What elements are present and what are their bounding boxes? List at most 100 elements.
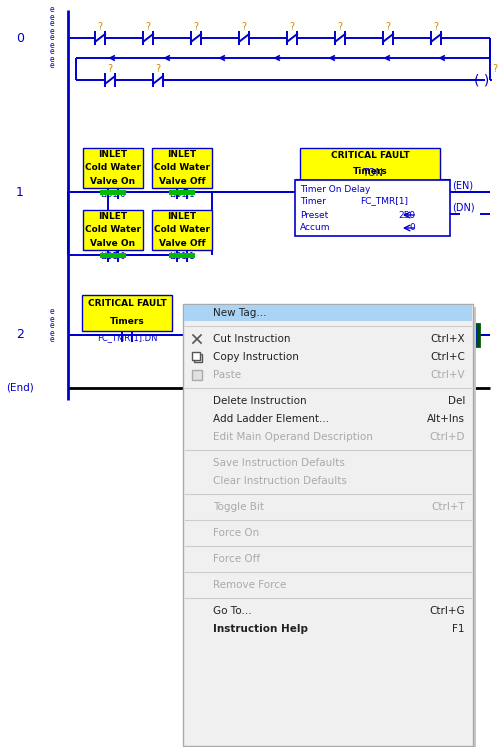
Text: 250: 250	[398, 211, 415, 220]
Text: Ctrl+G: Ctrl+G	[429, 606, 465, 616]
Text: F1: F1	[452, 624, 465, 634]
Text: INLET: INLET	[98, 212, 128, 221]
Text: e: e	[50, 55, 54, 63]
Text: ?: ?	[145, 22, 151, 32]
Text: Ctrl+V: Ctrl+V	[430, 370, 465, 380]
Bar	[183, 304, 473, 746]
Bar	[453, 324, 479, 346]
Bar	[83, 210, 143, 250]
Text: Toggle Bit: Toggle Bit	[213, 502, 264, 512]
Text: Force Off: Force Off	[213, 554, 260, 564]
Text: LI01.0: LI01.0	[100, 252, 126, 261]
Bar	[100, 252, 126, 258]
Text: Cut Instruction: Cut Instruction	[213, 334, 291, 344]
Text: e: e	[50, 314, 54, 323]
Text: Timers: Timers	[353, 167, 387, 176]
Text: Del: Del	[447, 396, 465, 406]
Text: e: e	[50, 34, 54, 43]
Text: Force On: Force On	[213, 528, 259, 538]
Text: ?: ?	[463, 330, 469, 340]
Text: e: e	[50, 308, 54, 317]
Text: e: e	[50, 321, 54, 330]
Bar	[152, 148, 212, 188]
Text: e: e	[50, 40, 54, 49]
Text: Valve Off: Valve Off	[159, 239, 205, 248]
Text: Ctrl+D: Ctrl+D	[429, 432, 465, 442]
Text: Cold Water: Cold Water	[85, 164, 141, 173]
Bar	[83, 148, 143, 188]
Text: INLET: INLET	[167, 150, 196, 159]
Text: Cold Water: Cold Water	[154, 164, 210, 173]
Text: Paste: Paste	[213, 370, 241, 380]
Text: Timer: Timer	[300, 196, 326, 205]
Text: Valve On: Valve On	[91, 177, 136, 186]
Text: e: e	[50, 61, 54, 70]
Text: (DN): (DN)	[452, 203, 474, 213]
Text: ?: ?	[241, 22, 246, 32]
Text: 1: 1	[16, 185, 24, 199]
Text: e: e	[50, 26, 54, 36]
Text: Clear Instruction Defaults: Clear Instruction Defaults	[213, 476, 347, 486]
Bar	[169, 252, 195, 258]
Text: Go To...: Go To...	[213, 606, 252, 616]
Text: Timers: Timers	[110, 317, 144, 326]
Text: ?: ?	[155, 64, 160, 74]
Text: Timer On Delay: Timer On Delay	[300, 185, 370, 193]
Bar	[194, 354, 202, 362]
Text: Copy Instruction: Copy Instruction	[213, 352, 299, 362]
Text: e: e	[50, 48, 54, 57]
Text: Alt+Ins: Alt+Ins	[427, 414, 465, 424]
Bar	[184, 305, 472, 321]
Text: Edit Main Operand Description: Edit Main Operand Description	[213, 432, 373, 442]
Text: LI01.0: LI01.0	[100, 190, 126, 199]
Bar	[100, 190, 126, 194]
Text: 2: 2	[16, 329, 24, 341]
Text: CRITICAL FAULT: CRITICAL FAULT	[331, 152, 409, 161]
Text: CRITICAL FAULT: CRITICAL FAULT	[88, 300, 166, 309]
Text: Ctrl+C: Ctrl+C	[430, 352, 465, 362]
Text: Ctrl+T: Ctrl+T	[431, 502, 465, 512]
Text: e: e	[50, 19, 54, 28]
Text: ?: ?	[107, 64, 113, 74]
Text: ?: ?	[290, 22, 295, 32]
Text: LI01.1: LI01.1	[169, 190, 195, 199]
Text: e: e	[50, 5, 54, 14]
Text: FC_TMR[1]: FC_TMR[1]	[360, 196, 408, 205]
Text: INLET: INLET	[98, 150, 128, 159]
Text: ?: ?	[492, 64, 497, 74]
Text: 0: 0	[409, 223, 415, 232]
Text: Cold Water: Cold Water	[154, 226, 210, 235]
Text: Remove Force: Remove Force	[213, 580, 287, 590]
Bar	[82, 295, 172, 331]
Text: ?: ?	[433, 22, 438, 32]
Text: Accum: Accum	[300, 223, 331, 232]
Text: Preset: Preset	[300, 211, 328, 220]
Text: (End): (End)	[6, 383, 34, 393]
Bar	[192, 352, 200, 360]
Text: Valve Off: Valve Off	[159, 177, 205, 186]
Text: FC_TMR[1].DN: FC_TMR[1].DN	[97, 333, 157, 342]
Text: e: e	[50, 335, 54, 344]
Text: Add Ladder Element...: Add Ladder Element...	[213, 414, 329, 424]
Text: (EN): (EN)	[452, 181, 473, 191]
Text: New Tag...: New Tag...	[213, 308, 267, 318]
Text: ?: ?	[338, 22, 343, 32]
Text: Instruction Help: Instruction Help	[213, 624, 308, 634]
Text: Ctrl+X: Ctrl+X	[430, 334, 465, 344]
Text: Cold Water: Cold Water	[85, 226, 141, 235]
Bar	[192, 370, 202, 380]
Text: 0: 0	[16, 31, 24, 45]
Text: ?: ?	[193, 22, 198, 32]
Text: ?: ?	[97, 22, 103, 32]
Text: ?: ?	[385, 22, 391, 32]
Text: Save Instruction Defaults: Save Instruction Defaults	[213, 458, 345, 468]
Bar	[295, 180, 450, 236]
Text: LI01.1: LI01.1	[169, 252, 195, 261]
Text: TON: TON	[362, 168, 383, 178]
Bar	[152, 210, 212, 250]
Text: e: e	[50, 13, 54, 22]
Text: INLET: INLET	[167, 212, 196, 221]
Bar	[186, 307, 476, 747]
Text: ( ): ( )	[474, 73, 489, 87]
Text: Valve On: Valve On	[91, 239, 136, 248]
